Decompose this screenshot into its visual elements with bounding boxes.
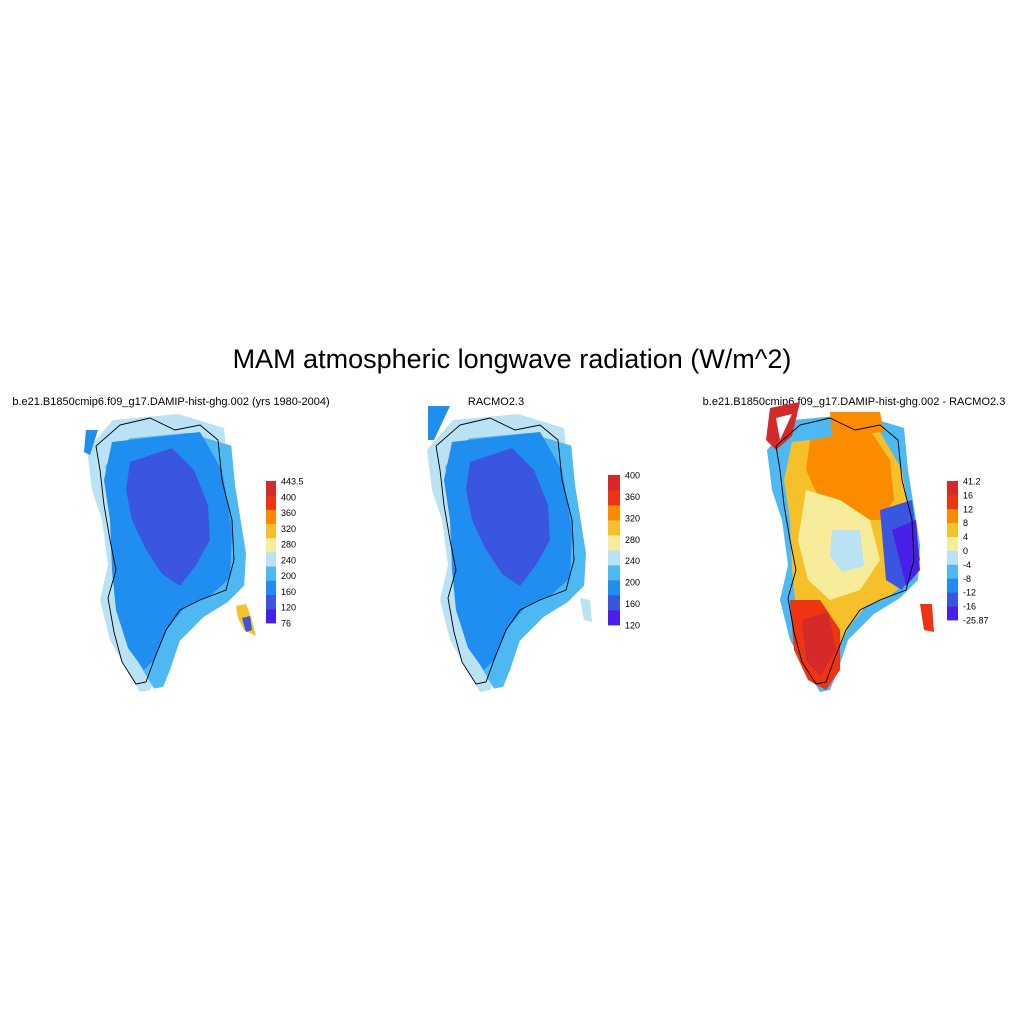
colorbar-swatch <box>266 608 276 624</box>
colorbar-tick-label: 0 <box>963 546 968 556</box>
colorbar-swatch <box>608 580 620 596</box>
colorbar-swatch <box>266 509 276 524</box>
colorbar-swatch <box>608 535 620 551</box>
colorbar-model: 76 120 160 200 240 280 320 360 400 443.5 <box>266 477 304 629</box>
colorbar-tick-label: 160 <box>625 599 640 609</box>
colorbar-swatch <box>947 578 958 593</box>
colorbar-swatch <box>947 481 958 496</box>
colorbar-tick-label: 8 <box>963 518 968 528</box>
colorbar-tick-label: 320 <box>625 513 640 523</box>
colorbar-swatch <box>266 481 276 496</box>
colorbar-tick-label: 12 <box>963 504 973 514</box>
colorbar-swatch <box>266 523 276 539</box>
colorbar-swatch <box>947 536 958 551</box>
colorbar-swatch <box>947 494 958 510</box>
map-panel-racmo <box>427 406 592 692</box>
colorbar-swatch <box>608 595 620 611</box>
colorbar-swatch <box>266 537 276 553</box>
colorbar-tick-label: 320 <box>281 524 296 534</box>
colorbar-tick-label: 280 <box>625 535 640 545</box>
colorbar-swatch <box>608 550 620 566</box>
colorbar-tick-label: 4 <box>963 532 968 542</box>
colorbar-tick-label: 76 <box>281 619 291 629</box>
panel-title-model: b.e21.B1850cmip6.f09_g17.DAMIP-hist-ghg.… <box>12 396 330 408</box>
colorbar-tick-label: -4 <box>963 560 971 570</box>
colorbar-swatch <box>266 594 276 610</box>
colorbar-tick-label: 240 <box>281 555 296 565</box>
colorbar-tick-label: 16 <box>963 490 973 500</box>
colorbar-racmo: 120 160 200 240 280 320 360 400 <box>608 471 640 631</box>
colorbar-tick-label: 280 <box>281 540 296 550</box>
colorbar-swatch <box>947 592 958 607</box>
colorbar-swatch <box>608 610 620 626</box>
colorbar-tick-label: 360 <box>281 508 296 518</box>
colorbar-swatch <box>947 522 958 537</box>
colorbar-swatch <box>266 552 276 567</box>
colorbar-difference: -25.87 -16 -12 -8 -4 0 4 8 12 16 41.2 <box>947 477 989 626</box>
colorbar-tick-label: 41.2 <box>963 477 981 487</box>
colorbar-tick-label: 200 <box>281 571 296 581</box>
map-panel-model <box>84 414 256 692</box>
colorbar-tick-label: 120 <box>281 603 296 613</box>
panel-title-difference: b.e21.B1850cmip6.f09_g17.DAMIP-hist-ghg.… <box>702 396 1006 408</box>
colorbar-tick-label: 400 <box>625 471 640 481</box>
colorbar-tick-label: 360 <box>625 492 640 502</box>
colorbar-tick-label: -12 <box>963 588 976 598</box>
colorbar-swatch <box>608 490 620 506</box>
colorbar-swatch <box>608 520 620 536</box>
figure-title: MAM atmospheric longwave radiation (W/m^… <box>232 344 792 374</box>
colorbar-tick-label: 200 <box>625 578 640 588</box>
colorbar-swatch <box>608 475 620 491</box>
colorbar-swatch <box>947 508 958 524</box>
colorbar-swatch <box>947 606 958 621</box>
colorbar-tick-label: -25.87 <box>963 616 989 626</box>
colorbar-swatch <box>266 566 276 581</box>
colorbar-tick-label: 400 <box>281 492 296 502</box>
colorbar-swatch <box>266 495 276 510</box>
colorbar-swatch <box>608 565 620 581</box>
colorbar-tick-label: 120 <box>625 621 640 631</box>
colorbar-swatch <box>947 550 958 565</box>
panel-title-racmo: RACMO2.3 <box>467 396 525 408</box>
colorbar-tick-label: -16 <box>963 602 976 612</box>
colorbar-tick-label: 240 <box>625 556 640 566</box>
colorbar-tick-label: 443.5 <box>281 477 304 487</box>
colorbar-swatch <box>947 564 958 579</box>
colorbar-swatch <box>608 505 620 521</box>
colorbar-tick-label: 160 <box>281 587 296 597</box>
colorbar-swatch <box>266 580 276 595</box>
colorbar-tick-label: -8 <box>963 574 971 584</box>
map-panel-difference <box>766 402 934 692</box>
